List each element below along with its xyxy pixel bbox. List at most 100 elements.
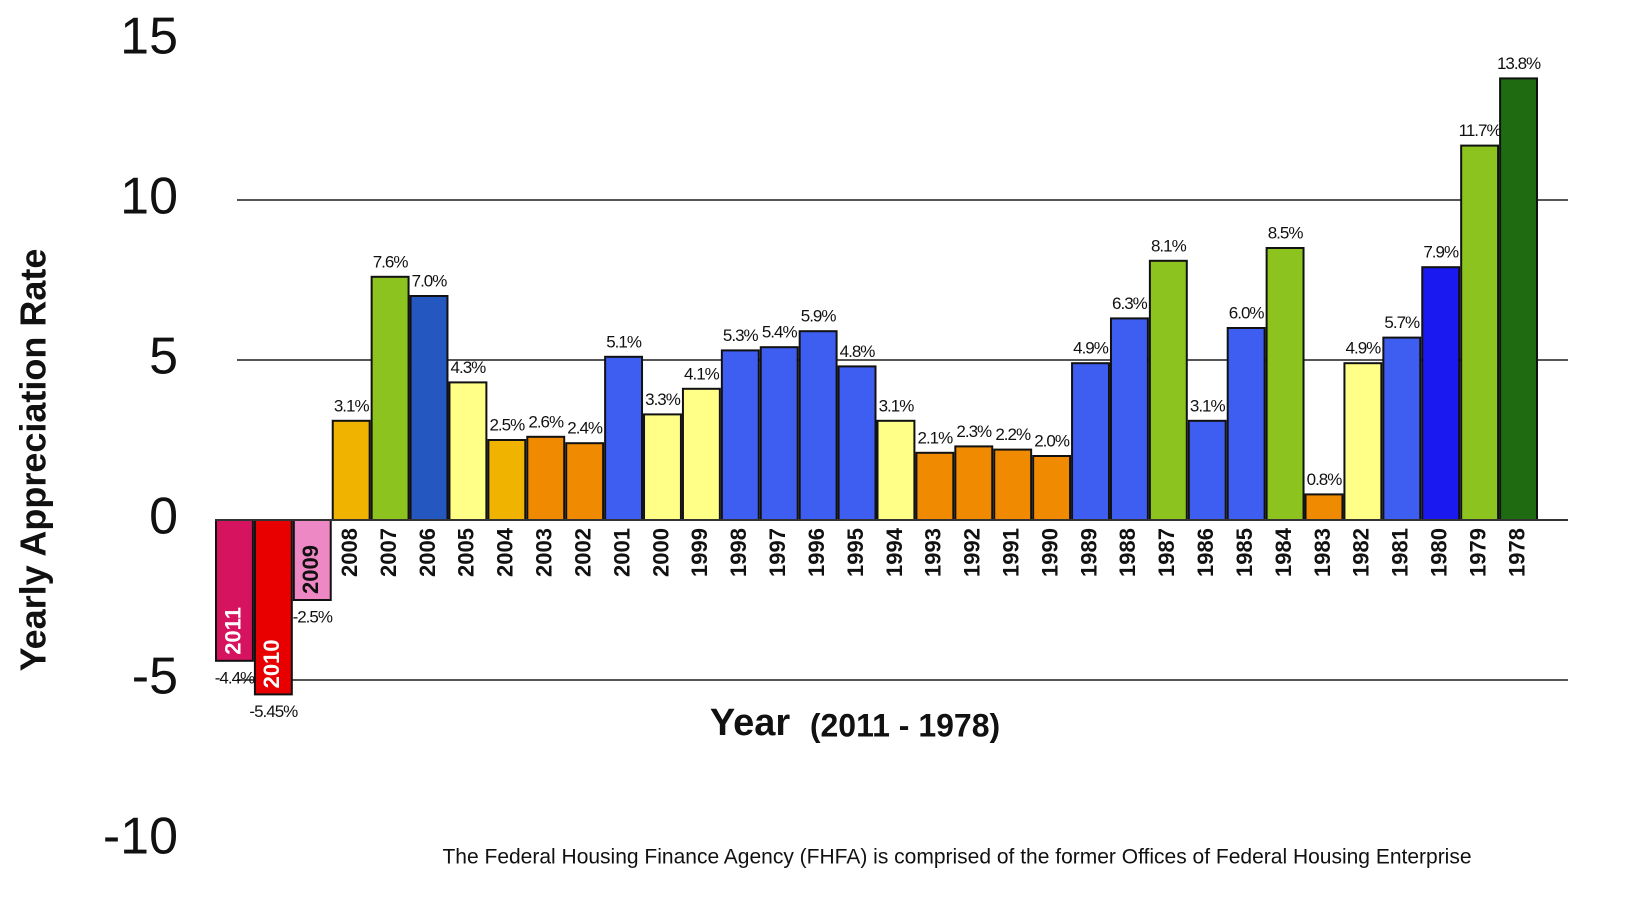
bar (993, 448, 1033, 522)
bar (448, 381, 488, 521)
value-label: 7.9% (1423, 243, 1459, 262)
x-tick-label: 2006 (415, 528, 440, 577)
x-tick-label: 2009 (298, 545, 323, 594)
value-label: 4.9% (1346, 339, 1382, 358)
bar (876, 419, 916, 521)
value-label: 3.1% (1190, 396, 1226, 415)
bar (954, 445, 994, 521)
x-tick-label: 2010 (259, 639, 284, 688)
bar (1304, 493, 1344, 521)
bar (1032, 455, 1072, 521)
y-tick-label: 15 (120, 8, 178, 66)
value-label: 2.1% (917, 428, 953, 447)
x-tick-label: 2003 (532, 528, 557, 577)
bar (720, 349, 760, 521)
value-label: 3.3% (645, 390, 681, 409)
value-label: 5.7% (1384, 313, 1420, 332)
x-tick-label: 1980 (1427, 528, 1452, 577)
y-tick-label: 0 (149, 488, 178, 546)
value-label: 2.3% (956, 422, 992, 441)
bar (837, 365, 877, 521)
value-label: 6.3% (1112, 294, 1148, 313)
value-label: 6.0% (1229, 303, 1265, 322)
bar (565, 442, 605, 522)
x-tick-label: 1996 (804, 528, 829, 577)
bar (1343, 362, 1383, 522)
bar (759, 346, 799, 522)
bar (915, 451, 955, 521)
x-tick-label: 2005 (454, 528, 479, 577)
value-label: -4.4% (215, 668, 255, 687)
bar (409, 295, 449, 521)
value-label: 5.3% (723, 326, 759, 345)
x-tick-label: 2001 (609, 528, 634, 577)
value-label: 2.4% (567, 419, 603, 438)
bar (215, 519, 254, 662)
bar (643, 413, 682, 521)
value-label: 8.5% (1268, 223, 1304, 242)
x-tick-label: 1994 (882, 527, 907, 577)
value-label: 2.5% (489, 415, 525, 434)
value-label: 7.6% (373, 252, 409, 271)
value-label: 4.8% (840, 342, 876, 361)
x-tick-label: 2000 (648, 528, 673, 577)
value-label: 3.1% (334, 396, 370, 415)
x-tick-label: 2002 (570, 528, 595, 577)
y-tick-label: -5 (132, 648, 178, 706)
bar (526, 435, 566, 521)
x-tick-label: 1992 (960, 528, 985, 577)
bar (1109, 317, 1149, 521)
y-tick-label: 10 (120, 168, 178, 226)
x-tick-label: 1993 (921, 528, 946, 577)
bar (1148, 259, 1188, 521)
bar (1382, 336, 1422, 521)
x-tick-label: 2004 (493, 527, 518, 577)
bar (1187, 419, 1227, 521)
y-tick-label: 5 (149, 328, 178, 386)
value-label: 5.1% (606, 332, 642, 351)
bar (1226, 327, 1266, 521)
x-tick-label: 1986 (1193, 528, 1218, 577)
x-tick-label: 1997 (765, 528, 790, 577)
x-tick-label: 1995 (843, 528, 868, 577)
bar (798, 330, 838, 522)
x-tick-label: 1979 (1465, 528, 1490, 577)
x-axis-title: Year (710, 702, 791, 744)
value-label: 11.7% (1459, 121, 1502, 140)
x-tick-label: 1981 (1388, 528, 1413, 577)
value-label: 2.2% (995, 425, 1031, 444)
x-tick-label: 2007 (376, 528, 401, 577)
bar (253, 519, 293, 696)
bar (1265, 247, 1305, 521)
y-tick-label: -10 (103, 808, 178, 866)
value-label: 5.9% (801, 307, 837, 326)
value-label: 3.1% (879, 396, 915, 415)
y-axis-title: Yearly Appreciation Rate (13, 249, 54, 672)
bar (1421, 266, 1461, 522)
value-label: 7.0% (412, 271, 448, 290)
x-tick-label: 2011 (220, 607, 245, 655)
value-label: -2.5% (293, 607, 333, 626)
value-label: 8.1% (1151, 236, 1187, 255)
note: The Federal Housing Finance Agency (FHFA… (442, 846, 1471, 869)
value-label: 13.8% (1497, 54, 1541, 73)
value-label: 4.3% (451, 358, 487, 377)
bar (1071, 362, 1110, 522)
value-label: 0.8% (1307, 470, 1343, 489)
value-label: 5.4% (762, 323, 798, 342)
x-tick-label: 1989 (1076, 528, 1101, 577)
bar (681, 387, 721, 521)
value-label: 2.6% (528, 412, 564, 431)
bar (370, 275, 410, 521)
bar (1460, 144, 1500, 521)
x-tick-label: 1985 (1232, 528, 1257, 577)
bar (1499, 77, 1539, 522)
x-tick-label: 1998 (726, 528, 751, 577)
bar (487, 439, 527, 521)
x-tick-label: 2008 (337, 528, 362, 577)
value-label: 2.0% (1034, 431, 1070, 450)
x-tick-label: 1999 (687, 528, 712, 577)
value-label: 4.9% (1073, 339, 1109, 358)
x-tick-label: 1990 (1037, 528, 1062, 577)
